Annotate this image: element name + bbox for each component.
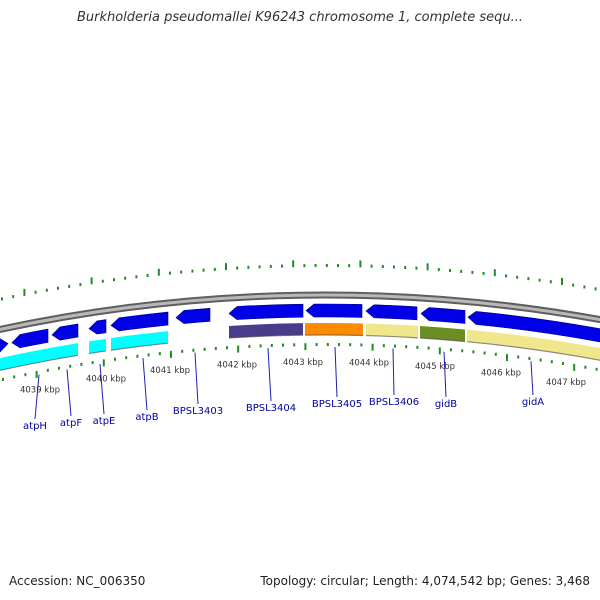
- outer-tick-track: [1, 260, 597, 301]
- backbone-highlight: [0, 293, 600, 332]
- scale-label: 4040 kbp: [86, 374, 126, 384]
- gene-leader-line: [530, 361, 534, 396]
- gene-leader-line: [267, 348, 272, 402]
- forward-gene-block[interactable]: [110, 311, 169, 332]
- gene-leader-line: [392, 348, 395, 396]
- gene-leader-line: [194, 352, 199, 405]
- cds-segment[interactable]: [420, 325, 465, 342]
- cds-segment-edge: [88, 350, 107, 355]
- forward-gene-block[interactable]: [365, 304, 418, 321]
- scale-label: 4044 kbp: [349, 359, 389, 369]
- forward-gene-block[interactable]: [305, 303, 363, 318]
- gene-label[interactable]: atpB: [135, 412, 158, 423]
- inner-tick-track: [2, 343, 598, 381]
- forward-gene-block[interactable]: [228, 303, 304, 320]
- cds-segment-edge: [365, 334, 419, 339]
- gene-label[interactable]: atpE: [93, 416, 116, 427]
- cds-segment[interactable]: [305, 323, 363, 336]
- gene-label[interactable]: BPSL3405: [312, 399, 362, 410]
- cds-segment[interactable]: [366, 323, 418, 338]
- scale-label: 4042 kbp: [217, 361, 257, 371]
- kbp-scale: 4039 kbp 4040 kbp 4041 kbp 4042 kbp 4043 kbp…: [20, 358, 586, 396]
- cds-segment-edge: [110, 342, 169, 351]
- accession-label: Accession: NC_006350: [9, 574, 146, 588]
- map-title: Burkholderia pseudomallei K96243 chromos…: [76, 10, 524, 25]
- scale-label: 4046 kbp: [481, 369, 521, 379]
- cds-segment-edge: [419, 337, 466, 343]
- gene-label[interactable]: gidB: [435, 399, 457, 410]
- cds-segment[interactable]: [229, 323, 303, 339]
- gene-labels: atpH atpF atpE atpB BPSL3403 BPSL3404 BPSL3405…: [23, 347, 544, 432]
- gene-leader-line: [34, 374, 40, 420]
- topology-summary: Topology: circular; Length: 4,074,542 bp…: [260, 574, 590, 588]
- gene-label[interactable]: BPSL3406: [369, 397, 419, 408]
- cds-segment[interactable]: [89, 338, 106, 354]
- scale-label: 4041 kbp: [150, 366, 190, 376]
- forward-gene-track: [0, 303, 600, 353]
- forward-gene-block[interactable]: [175, 307, 211, 324]
- backbone-track: [0, 291, 600, 334]
- cds-segment[interactable]: [0, 343, 78, 371]
- forward-gene-block[interactable]: [0, 338, 9, 353]
- cds-segment-edge: [466, 341, 600, 361]
- gene-leader-line: [142, 358, 148, 411]
- gene-leader-line: [99, 363, 105, 415]
- forward-gene-block[interactable]: [11, 328, 49, 349]
- gene-leader-line: [334, 347, 338, 398]
- scale-label: 4039 kbp: [20, 386, 60, 396]
- gene-label[interactable]: gidA: [522, 397, 544, 408]
- gene-label[interactable]: atpH: [23, 421, 47, 432]
- gene-label[interactable]: BPSL3404: [246, 403, 296, 414]
- cds-segment-edge: [0, 354, 79, 372]
- scale-label: 4047 kbp: [546, 378, 586, 388]
- forward-gene-block[interactable]: [51, 323, 79, 341]
- cds-segment-edge: [228, 334, 304, 339]
- forward-gene-block[interactable]: [420, 307, 466, 324]
- scale-label: 4045 kbp: [415, 362, 455, 372]
- gene-label[interactable]: atpF: [60, 418, 82, 429]
- scale-label: 4043 kbp: [283, 358, 323, 368]
- cds-segment[interactable]: [111, 331, 168, 351]
- gene-leader-line: [443, 351, 447, 398]
- gene-label[interactable]: BPSL3403: [173, 406, 223, 417]
- cds-color-track: [0, 323, 600, 372]
- cds-segment[interactable]: [467, 329, 600, 362]
- gene-leader-line: [66, 369, 72, 417]
- forward-gene-block[interactable]: [467, 311, 600, 343]
- forward-gene-block[interactable]: [88, 319, 107, 335]
